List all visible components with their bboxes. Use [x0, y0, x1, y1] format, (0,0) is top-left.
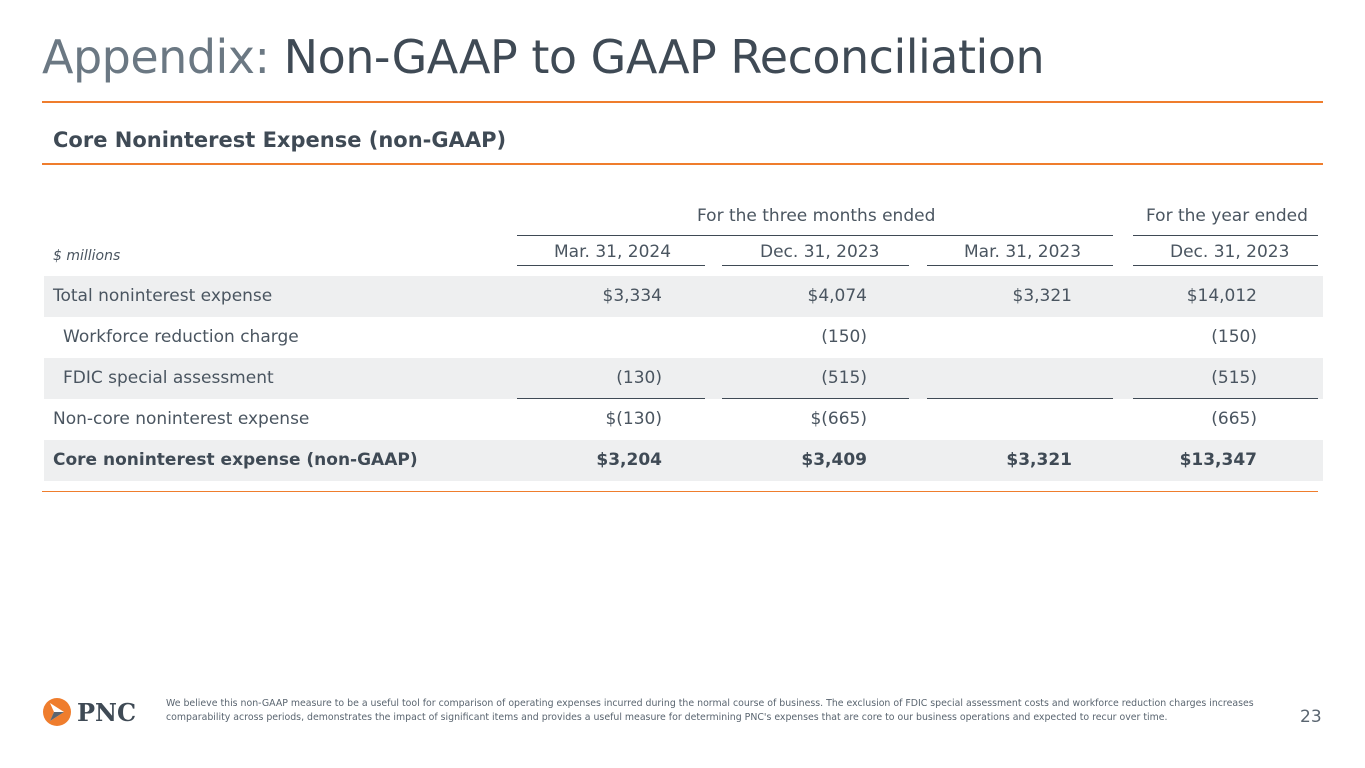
row-label: Workforce reduction charge [63, 327, 299, 347]
section-title: Core Noninterest Expense (non-GAAP) [53, 128, 507, 152]
table-row: Total noninterest expense $3,334 $4,074 … [44, 276, 1323, 317]
row-label: FDIC special assessment [63, 368, 274, 388]
footnote: We believe this non-GAAP measure to be a… [166, 698, 1254, 723]
table-row-total: Core noninterest expense (non-GAAP) $3,2… [44, 440, 1323, 481]
subtotal-rule [1133, 398, 1318, 399]
cell-value: $3,204 [596, 450, 662, 470]
subtotal-rule [722, 398, 909, 399]
cell-value: (130) [616, 368, 662, 388]
header-year: For the year ended [1146, 206, 1308, 226]
cell-value: (150) [821, 327, 867, 347]
header-three-months: For the three months ended [697, 206, 936, 226]
column-rule [927, 265, 1113, 266]
cell-value: $(665) [810, 409, 867, 429]
cell-value: $3,321 [1012, 286, 1072, 306]
cell-value: (150) [1211, 327, 1257, 347]
table-bottom-rule [42, 491, 1318, 492]
column-rule [1133, 265, 1318, 266]
title-divider [42, 101, 1323, 103]
section-divider [42, 163, 1323, 165]
row-label: Core noninterest expense (non-GAAP) [53, 450, 418, 470]
page-number: 23 [1300, 707, 1322, 727]
cell-value: $4,074 [807, 286, 867, 306]
cell-value: $13,347 [1179, 450, 1257, 470]
cell-value: $3,334 [602, 286, 662, 306]
column-rule [517, 265, 705, 266]
column-header: Mar. 31, 2023 [964, 242, 1082, 262]
table-row: Workforce reduction charge (150) (150) [44, 317, 1323, 358]
table-row: FDIC special assessment (130) (515) (515… [44, 358, 1323, 399]
row-label: Total noninterest expense [53, 286, 273, 306]
pnc-logo-text: PNC [77, 698, 136, 727]
cell-value: (515) [821, 368, 867, 388]
cell-value: (515) [1211, 368, 1257, 388]
column-rule [722, 265, 909, 266]
title-main: Non-GAAP to GAAP Reconciliation [283, 30, 1045, 84]
cell-value: $(130) [605, 409, 662, 429]
units-label: $ millions [53, 248, 121, 264]
cell-value: (665) [1211, 409, 1257, 429]
column-header: Mar. 31, 2024 [554, 242, 672, 262]
header-rule-three-months [517, 235, 1113, 236]
cell-value: $3,321 [1006, 450, 1072, 470]
column-header: Dec. 31, 2023 [1170, 242, 1290, 262]
cell-value: $3,409 [801, 450, 867, 470]
table-row: Non-core noninterest expense $(130) $(66… [44, 399, 1323, 440]
title-prefix: Appendix: [42, 30, 270, 84]
column-header: Dec. 31, 2023 [760, 242, 880, 262]
pnc-logo: PNC [43, 698, 136, 727]
page-title: Appendix: Non-GAAP to GAAP Reconciliatio… [42, 26, 1045, 88]
subtotal-rule [927, 398, 1113, 399]
row-label: Non-core noninterest expense [53, 409, 310, 429]
subtotal-rule [517, 398, 705, 399]
header-rule-year [1133, 235, 1318, 236]
cell-value: $14,012 [1186, 286, 1257, 306]
